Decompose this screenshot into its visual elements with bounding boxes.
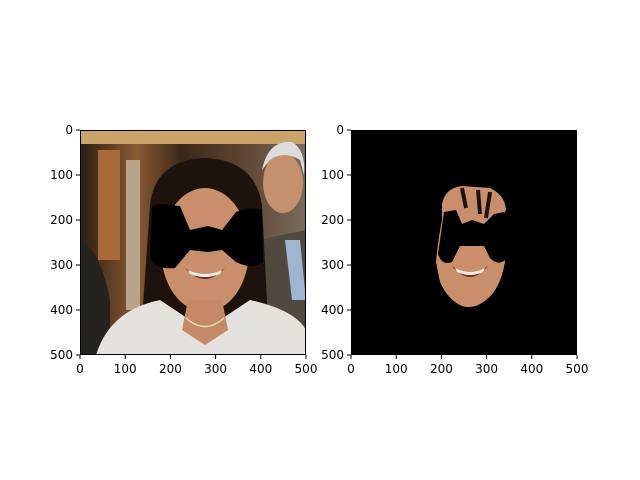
- segmented-mask-hole: [438, 210, 505, 263]
- segmented-teeth: [455, 268, 485, 275]
- ceiling-band: [80, 130, 306, 144]
- right-x-tick-label: 100: [385, 362, 408, 376]
- right-x-tick-label: 400: [520, 362, 543, 376]
- background-man-head: [263, 153, 303, 213]
- left-y-tick-label: 0: [65, 123, 73, 137]
- necklace: [185, 317, 225, 328]
- right-y-tick-label: 400: [321, 303, 344, 317]
- background-man-shirt: [285, 240, 306, 300]
- left-x-tick-label: 200: [159, 362, 182, 376]
- left-x-tick-label: 100: [114, 362, 137, 376]
- segmented-mouth: [452, 266, 488, 277]
- right-y-tick-label: 200: [321, 213, 344, 227]
- right-image-panel: [351, 130, 577, 355]
- left-axes-frame: [80, 130, 306, 355]
- right-axes-frame: [351, 130, 577, 355]
- pillar: [126, 160, 140, 310]
- left-y-tick-label: 300: [50, 258, 73, 272]
- right-y-tick-label: 100: [321, 168, 344, 182]
- right-y-tick-label: 300: [321, 258, 344, 272]
- right-x-tick-label: 500: [566, 362, 589, 376]
- left-y-tick-label: 200: [50, 213, 73, 227]
- wooden-column: [98, 150, 120, 260]
- left-x-tick-label: 500: [295, 362, 318, 376]
- teeth: [188, 270, 222, 277]
- background-man-hair: [262, 141, 305, 175]
- left-y-tick-label: 400: [50, 303, 73, 317]
- left-image-panel: [80, 130, 306, 355]
- neck: [182, 300, 228, 345]
- right-y-tick-label: 500: [321, 348, 344, 362]
- left-x-tick-label: 300: [204, 362, 227, 376]
- left-x-tick-label: 0: [76, 362, 84, 376]
- right-x-tick-label: 0: [347, 362, 355, 376]
- left-y-tick-label: 100: [50, 168, 73, 182]
- left-y-tick-label: 500: [50, 348, 73, 362]
- segmented-hair-strands: [460, 187, 492, 219]
- left-x-tick-label: 400: [249, 362, 272, 376]
- mouth: [185, 268, 225, 279]
- right-x-tick-label: 200: [430, 362, 453, 376]
- eye-mask: [150, 204, 263, 269]
- right-x-tick-label: 300: [475, 362, 498, 376]
- right-y-tick-label: 0: [336, 123, 344, 137]
- background-person-left: [80, 240, 110, 355]
